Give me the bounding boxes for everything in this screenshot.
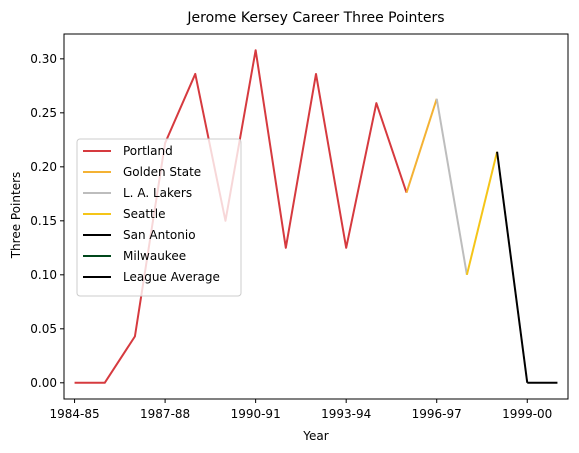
y-tick-label: 0.05	[30, 322, 57, 336]
legend-label-san-antonio: San Antonio	[123, 228, 196, 242]
series-line-seattle	[465, 151, 499, 276]
legend-label-seattle: Seattle	[123, 207, 165, 221]
series-line-portland	[74, 49, 408, 384]
legend-label-league-average: League Average	[123, 270, 220, 284]
x-axis-label: Year	[302, 429, 328, 443]
legend-label-portland: Portland	[123, 144, 173, 158]
x-tick-label: 1984-85	[49, 407, 99, 421]
y-axis: 0.00 0.05 0.10 0.15 0.20 0.25 0.30	[30, 52, 64, 390]
series-line-l-a-lakers	[435, 98, 468, 275]
y-tick-label: 0.30	[30, 52, 57, 66]
legend: Portland Golden State L. A. Lakers Seattle S…	[76, 138, 242, 297]
y-tick-label: 0.15	[30, 214, 57, 228]
y-tick-label: 0.25	[30, 106, 57, 120]
plot-lines	[74, 49, 558, 384]
x-tick-label: 1987-88	[140, 407, 190, 421]
plot-frame	[63, 33, 569, 400]
x-tick-label: 1996-97	[412, 407, 462, 421]
x-tick-label: 1990-91	[231, 407, 281, 421]
legend-label-milwaukee: Milwaukee	[123, 249, 186, 263]
x-axis: 1984-85 1987-88 1990-91 1993-94 1996-97 1999-…	[49, 399, 552, 421]
y-tick-label: 0.00	[30, 376, 57, 390]
x-tick-label: 1999-00	[502, 407, 552, 421]
y-tick-label: 0.20	[30, 160, 57, 174]
legend-label-l-a-lakers: L. A. Lakers	[123, 186, 192, 200]
series-line-san-antonio	[496, 151, 529, 383]
y-tick-label: 0.10	[30, 268, 57, 282]
legend-box	[76, 138, 242, 297]
y-axis-label: Three Pointers	[9, 172, 23, 260]
x-tick-label: 1993-94	[321, 407, 371, 421]
legend-label-golden-state: Golden State	[123, 165, 201, 179]
chart-title: Jerome Kersey Career Three Pointers	[186, 10, 444, 26]
series-line-golden-state	[405, 98, 438, 194]
